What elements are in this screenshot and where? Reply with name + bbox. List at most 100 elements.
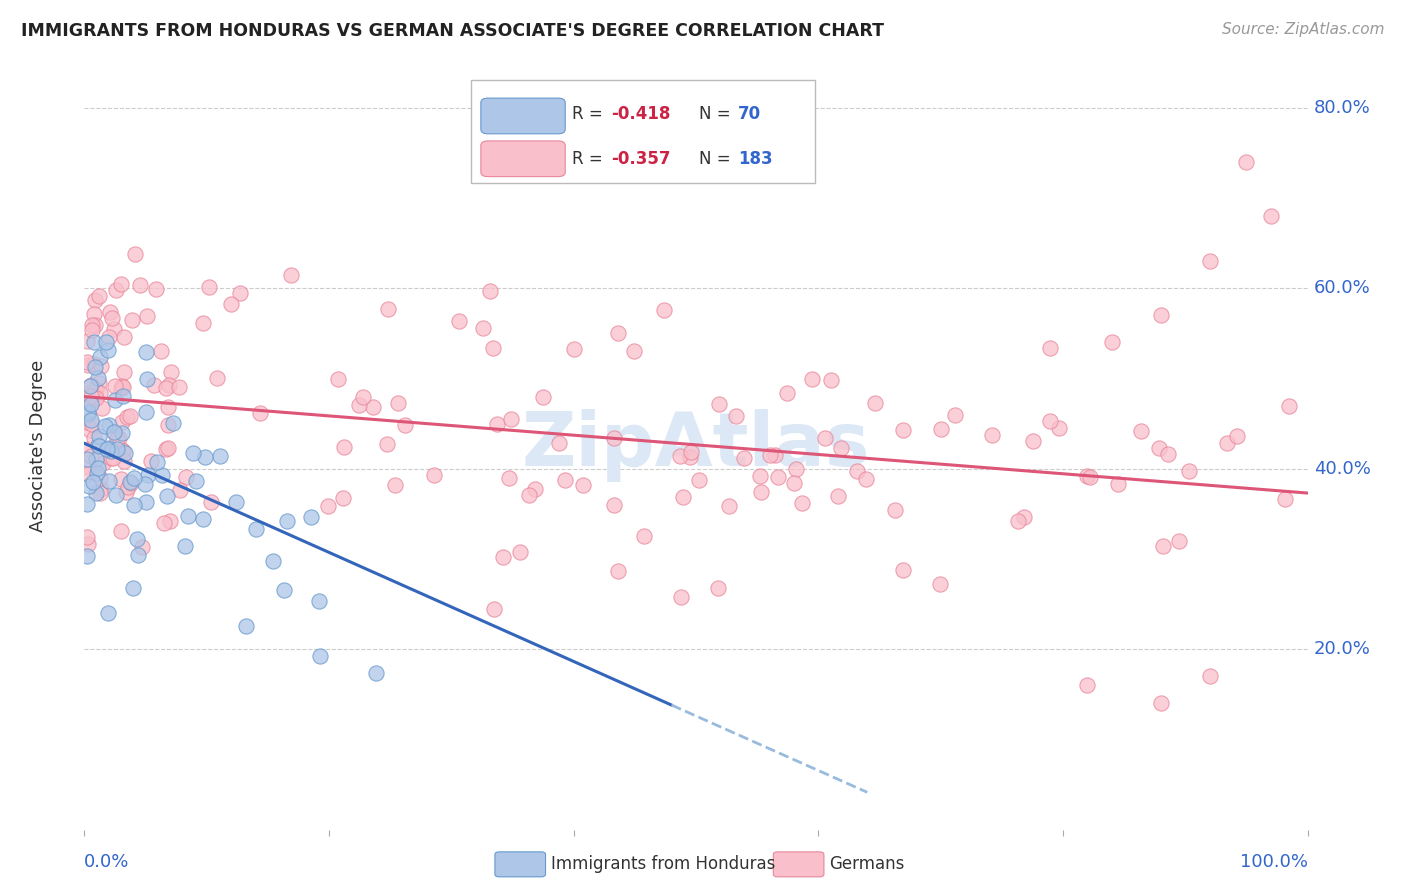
Point [669, 449, 692, 463]
Point [98, 330, 121, 344]
Point [492, 549, 515, 564]
Point [131, 540, 153, 554]
Point [361, 400, 384, 414]
Point [548, 436, 571, 450]
Point [499, 412, 522, 426]
Point [1150, 308, 1173, 322]
Text: R =: R = [572, 150, 609, 168]
Point [76, 530, 98, 544]
Point [800, 372, 823, 386]
Point [785, 462, 807, 476]
Point [814, 431, 837, 445]
Point [352, 390, 374, 404]
Point [89, 350, 111, 364]
Point [709, 397, 731, 411]
FancyBboxPatch shape [773, 852, 824, 877]
Point [169, 483, 191, 497]
Point [669, 590, 692, 604]
Point [87, 460, 110, 475]
Point [76, 467, 98, 482]
Point [156, 441, 179, 455]
Point [763, 448, 786, 462]
FancyBboxPatch shape [481, 141, 565, 177]
Point [77, 396, 100, 410]
Point [229, 286, 252, 301]
Point [84, 318, 107, 332]
Point [135, 405, 157, 419]
Point [262, 554, 284, 568]
Point [308, 594, 330, 608]
Point [157, 400, 180, 414]
Point [749, 485, 772, 500]
Point [652, 303, 675, 318]
Point [855, 472, 877, 486]
Point [111, 379, 134, 393]
Point [93, 419, 115, 434]
Point [1101, 335, 1123, 350]
Point [124, 246, 146, 260]
Point [117, 410, 139, 425]
Point [159, 514, 181, 528]
Point [136, 371, 159, 385]
Point [110, 381, 132, 395]
Point [245, 522, 267, 536]
Point [145, 282, 167, 296]
Point [1078, 470, 1101, 484]
Point [111, 380, 134, 394]
Point [90, 359, 112, 373]
Point [863, 396, 886, 410]
Point [332, 491, 354, 505]
Point [98, 441, 121, 455]
Point [167, 380, 190, 394]
Point [184, 475, 207, 489]
Point [603, 431, 626, 445]
Point [1147, 441, 1170, 455]
Point [83, 382, 105, 396]
Point [84, 391, 107, 405]
Point [104, 379, 127, 393]
Point [891, 563, 914, 577]
Point [1260, 209, 1282, 223]
Point [84, 485, 107, 500]
Point [205, 370, 228, 384]
Point [299, 509, 322, 524]
Point [98, 305, 121, 319]
Point [1278, 399, 1301, 413]
Point [83, 359, 105, 374]
Point [77, 407, 100, 421]
Point [688, 473, 710, 487]
Point [104, 283, 127, 297]
Point [485, 417, 508, 432]
Point [471, 321, 494, 335]
Point [101, 311, 124, 326]
Point [276, 514, 298, 528]
Point [482, 342, 505, 356]
Point [484, 602, 506, 616]
Point [114, 445, 136, 459]
Text: 20.0%: 20.0% [1313, 640, 1371, 658]
Point [208, 449, 231, 463]
Point [135, 494, 157, 508]
Point [84, 452, 107, 467]
Point [1178, 465, 1201, 479]
Point [280, 268, 302, 282]
Point [478, 284, 501, 298]
Point [225, 495, 247, 509]
Point [328, 372, 350, 386]
Point [89, 385, 111, 400]
Point [153, 516, 176, 530]
Point [174, 470, 197, 484]
Text: 70: 70 [738, 105, 761, 123]
Point [981, 428, 1004, 442]
Point [607, 326, 630, 340]
Point [845, 464, 868, 478]
Point [679, 450, 702, 465]
Point [100, 450, 122, 465]
Point [364, 665, 387, 680]
Point [112, 365, 135, 379]
Point [104, 488, 127, 502]
Text: N =: N = [699, 150, 735, 168]
FancyBboxPatch shape [471, 80, 815, 183]
Point [891, 424, 914, 438]
Point [76, 549, 98, 563]
